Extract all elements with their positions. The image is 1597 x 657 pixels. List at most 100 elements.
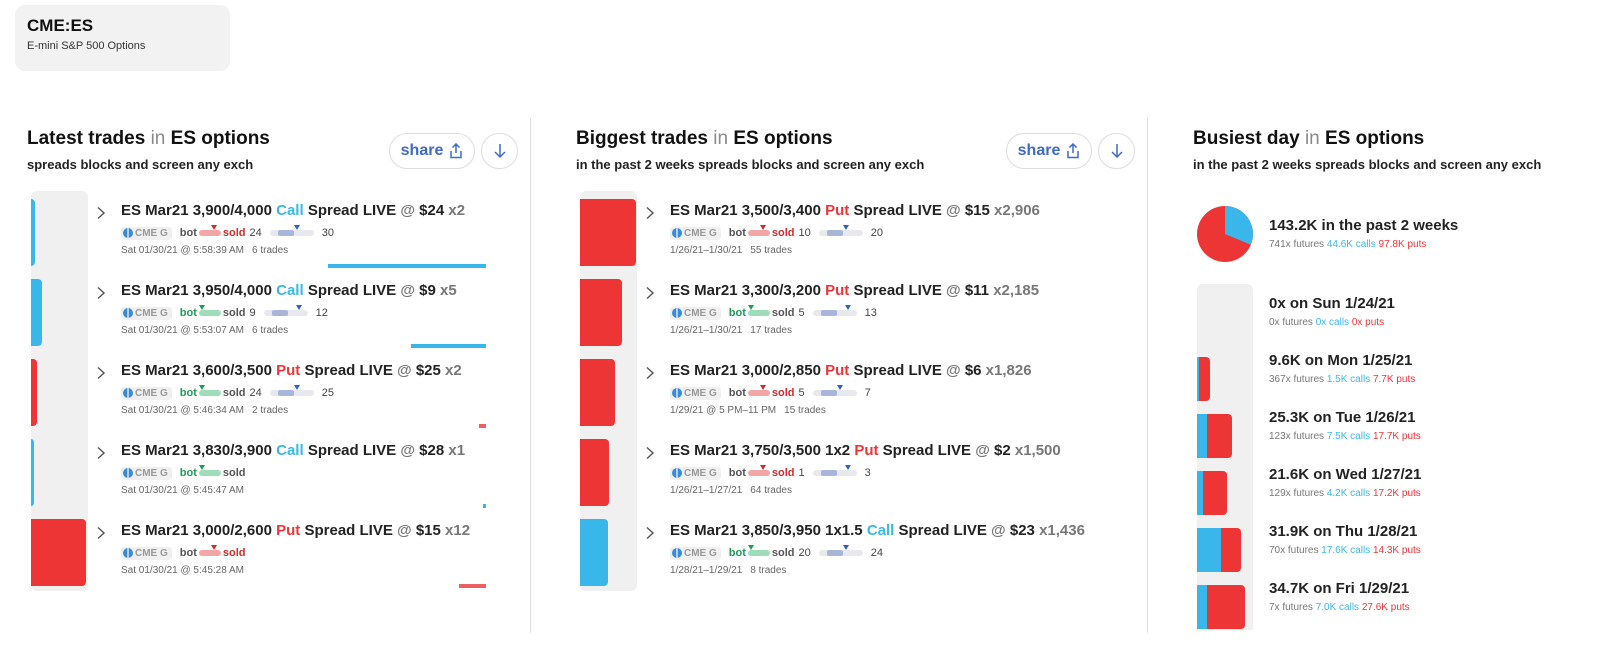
globe-icon [672, 468, 682, 478]
sold-label: sold [222, 387, 246, 399]
chevron-right-icon[interactable] [95, 446, 107, 460]
ticker-name: E-mini S&P 500 Options [27, 40, 146, 52]
trade-row[interactable]: ES Mar21 3,000/2,850 Put Spread LIVE @ $… [576, 351, 1138, 431]
day-puts: 0x puts [1351, 317, 1385, 328]
price-range-high: 3 [864, 467, 871, 479]
trade-status: Spread LIVE [898, 522, 987, 539]
chevron-right-icon[interactable] [95, 206, 107, 220]
day-calls: 0x calls [1315, 317, 1350, 328]
sold-label: sold [771, 307, 795, 319]
biggest-share-button[interactable]: share [1006, 133, 1092, 169]
daily-calls-segment [1197, 357, 1199, 401]
chevron-right-icon[interactable] [644, 206, 656, 220]
trade-row[interactable]: ES Mar21 3,900/4,000 Call Spread LIVE @ … [27, 191, 522, 271]
trade-price: $11 [964, 282, 990, 299]
trade-contract: ES Mar21 3,950/4,000 [121, 282, 272, 299]
day-row[interactable]: 21.6K on Wed 1/27/21 129x futures 4.2K ca… [1269, 466, 1421, 499]
day-row[interactable]: 31.9K on Thu 1/28/21 70x futures 17.6K ca… [1269, 523, 1421, 556]
day-row[interactable]: 34.7K on Fri 1/29/21 7x futures 7.0K call… [1269, 580, 1410, 613]
trade-row[interactable]: ES Mar21 3,600/3,500 Put Spread LIVE @ $… [27, 351, 522, 431]
biggest-download-button[interactable] [1098, 133, 1135, 169]
trade-meta: CME G bot sold 9 12 [121, 305, 332, 321]
exchange-label: CME G [135, 307, 168, 319]
trade-row[interactable]: ES Mar21 3,000/2,600 Put Spread LIVE @ $… [27, 511, 522, 591]
trade-row[interactable]: ES Mar21 3,300/3,200 Put Spread LIVE @ $… [576, 271, 1138, 351]
price-range-high: 12 [315, 307, 328, 319]
price-range-low: 1 [798, 467, 805, 479]
price-marker [295, 305, 302, 310]
trade-time: 1/26/21–1/30/21 17 trades [670, 325, 800, 336]
panel-divider [530, 118, 531, 633]
latest-share-button[interactable]: share [389, 133, 475, 169]
day-breakdown: 0x futures 0x calls 0x puts [1269, 317, 1395, 328]
day-puts: 7.7K puts [1372, 374, 1416, 385]
day-row[interactable]: 9.6K on Mon 1/25/21 367x futures 1.5K cal… [1269, 352, 1415, 385]
price-range-fill [271, 310, 288, 316]
day-breakdown: 367x futures 1.5K calls 7.7K puts [1269, 374, 1415, 385]
trade-status: Spread LIVE [304, 522, 393, 539]
chevron-right-icon[interactable] [644, 286, 656, 300]
trade-quantity: x1,436 [1039, 522, 1085, 539]
total-calls: 44.6K calls [1326, 239, 1376, 250]
exchange-badge: CME G [670, 466, 721, 480]
chevron-right-icon[interactable] [95, 526, 107, 540]
price-range-fill [826, 230, 843, 236]
trade-count: 15 trades [784, 405, 826, 416]
daily-puts-segment [1221, 528, 1241, 572]
day-breakdown: 7x futures 7.0K calls 27.6K puts [1269, 602, 1410, 613]
exchange-label: CME G [684, 547, 717, 559]
chevron-right-icon[interactable] [95, 366, 107, 380]
trade-size-underbar [411, 344, 486, 348]
trade-meta: CME G bot sold 5 7 [670, 385, 875, 401]
exchange-badge: CME G [670, 386, 721, 400]
trade-option-type: Put [825, 282, 850, 299]
day-puts: 27.6K puts [1361, 602, 1410, 613]
chevron-right-icon[interactable] [644, 446, 656, 460]
latest-download-button[interactable] [481, 133, 518, 169]
trade-at-sign: @ [400, 202, 415, 219]
trade-row[interactable]: ES Mar21 3,830/3,900 Call Spread LIVE @ … [27, 431, 522, 511]
trade-contract: ES Mar21 3,850/3,950 1x1.5 [670, 522, 863, 539]
trade-price: $23 [1009, 522, 1035, 539]
trade-contract: ES Mar21 3,750/3,500 1x2 [670, 442, 851, 459]
side-marker [210, 225, 217, 230]
price-range-high: 25 [321, 387, 335, 399]
price-marker [293, 385, 300, 390]
trade-row[interactable]: ES Mar21 3,500/3,400 Put Spread LIVE @ $… [576, 191, 1138, 271]
price-marker [842, 225, 849, 230]
ticker-card[interactable]: CME:ES E-mini S&P 500 Options [15, 5, 230, 71]
day-row[interactable]: 25.3K on Tue 1/26/21 123x futures 7.5K ca… [1269, 409, 1421, 442]
daily-volume-bar [1197, 471, 1227, 515]
trade-status: Spread LIVE [853, 202, 942, 219]
busiest-title-main: Busiest day [1193, 128, 1300, 149]
trade-row[interactable]: ES Mar21 3,950/4,000 Call Spread LIVE @ … [27, 271, 522, 351]
chevron-right-icon[interactable] [644, 526, 656, 540]
latest-trades-panel: Latest trades in ES options spreads bloc… [27, 118, 522, 638]
globe-icon [123, 388, 133, 398]
trade-title: ES Mar21 3,000/2,850 Put Spread LIVE @ $… [670, 362, 1032, 379]
chevron-right-icon[interactable] [95, 286, 107, 300]
busiest-day-panel: Busiest day in ES options in the past 2 … [1193, 118, 1597, 638]
trade-at-sign: @ [400, 442, 415, 459]
day-title: 25.3K on Tue 1/26/21 [1269, 409, 1416, 426]
daily-puts-segment [1199, 357, 1210, 401]
trade-timestamp: Sat 01/30/21 @ 5:58:39 AM [121, 245, 245, 256]
day-row[interactable]: 0x on Sun 1/24/21 0x futures 0x calls 0x … [1269, 295, 1395, 328]
trade-row[interactable]: ES Mar21 3,750/3,500 1x2 Put Spread LIVE… [576, 431, 1138, 511]
side-marker [198, 465, 205, 470]
trade-option-type: Put [825, 362, 850, 379]
trade-status: Spread LIVE [882, 442, 972, 459]
trade-quantity: x2 [448, 202, 466, 219]
chevron-right-icon[interactable] [644, 366, 656, 380]
trade-status: Spread LIVE [307, 202, 397, 219]
biggest-title-in: in [713, 128, 729, 149]
download-icon [1110, 144, 1123, 159]
bot-label: bot [728, 387, 746, 399]
daily-calls-segment [1197, 528, 1221, 572]
trade-at-sign: @ [397, 522, 412, 539]
trade-row[interactable]: ES Mar21 3,850/3,950 1x1.5 Call Spread L… [576, 511, 1138, 591]
trade-title: ES Mar21 3,830/3,900 Call Spread LIVE @ … [121, 442, 465, 459]
exchange-label: CME G [135, 227, 168, 239]
day-title: 31.9K on Thu 1/28/21 [1269, 523, 1418, 540]
trade-at-sign: @ [400, 282, 415, 299]
